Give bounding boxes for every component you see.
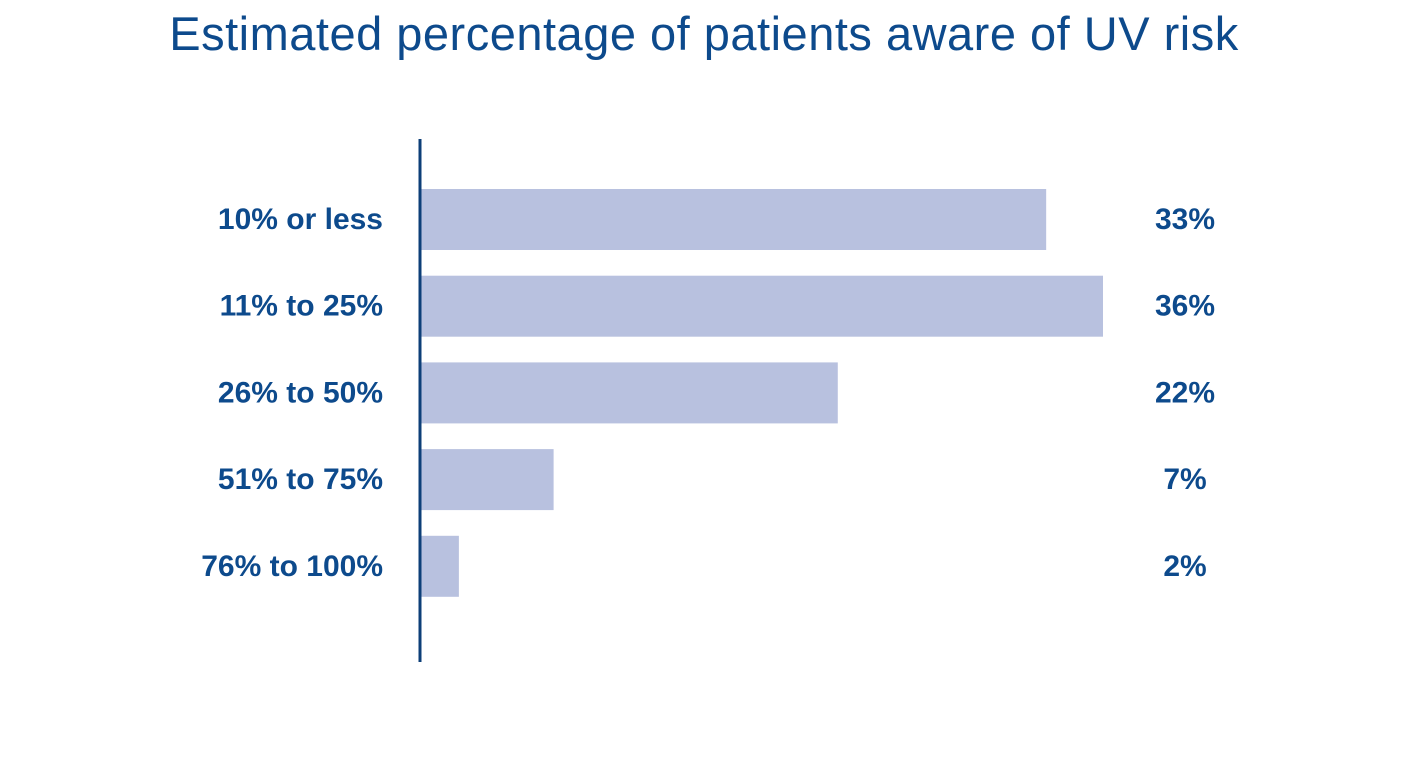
value-label: 2% xyxy=(1163,550,1206,583)
chart-title: Estimated percentage of patients aware o… xyxy=(169,7,1239,60)
category-label: 51% to 75% xyxy=(218,463,383,496)
category-label: 10% or less xyxy=(218,203,383,236)
value-labels-group: 33% 36% 22% 7% 2% xyxy=(1155,203,1215,583)
value-label: 33% xyxy=(1155,203,1215,236)
bar xyxy=(421,362,838,424)
bar xyxy=(421,189,1047,250)
value-label: 36% xyxy=(1155,290,1215,323)
value-label: 7% xyxy=(1163,463,1206,496)
category-labels-group: 10% or less 11% to 25% 26% to 50% 51% to 75… xyxy=(201,203,383,583)
value-label: 22% xyxy=(1155,376,1215,409)
category-label: 11% to 25% xyxy=(220,290,383,323)
bar xyxy=(421,449,554,511)
category-label: 76% to 100% xyxy=(201,550,383,583)
category-label: 26% to 50% xyxy=(218,376,383,409)
bars-group xyxy=(421,189,1103,597)
bar xyxy=(421,535,459,597)
bar xyxy=(421,275,1103,337)
